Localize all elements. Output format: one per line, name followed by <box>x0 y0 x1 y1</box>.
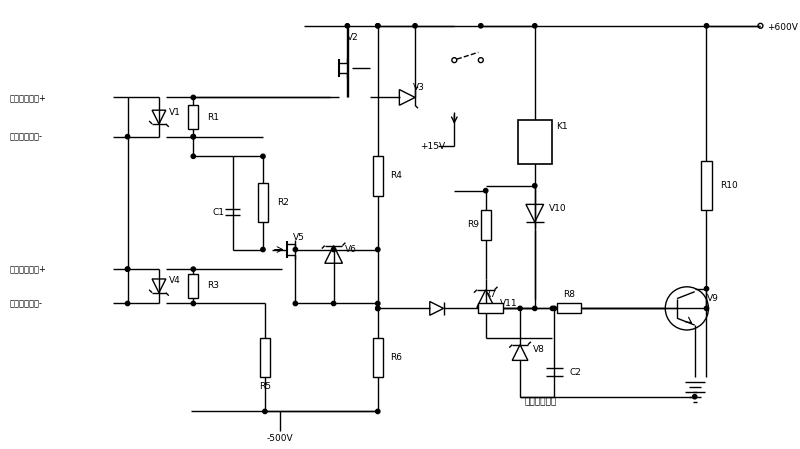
Bar <box>373 338 382 377</box>
Circle shape <box>126 135 130 139</box>
Circle shape <box>191 267 195 271</box>
Text: V3: V3 <box>413 83 425 92</box>
Circle shape <box>376 306 380 311</box>
Text: V6: V6 <box>346 245 358 254</box>
Text: V11: V11 <box>499 299 517 308</box>
Circle shape <box>376 301 380 306</box>
Text: +15V: +15V <box>420 142 445 151</box>
Circle shape <box>262 409 267 414</box>
Circle shape <box>191 135 195 139</box>
Circle shape <box>191 135 195 139</box>
Circle shape <box>376 409 380 414</box>
Text: +600V: +600V <box>767 23 798 32</box>
Circle shape <box>693 395 697 399</box>
Text: R4: R4 <box>390 172 402 180</box>
Circle shape <box>550 306 554 311</box>
Bar <box>260 338 270 377</box>
Text: R3: R3 <box>207 282 219 291</box>
Text: 栅漏脉冲输出: 栅漏脉冲输出 <box>525 397 558 406</box>
Bar <box>188 105 198 129</box>
Circle shape <box>293 247 298 252</box>
Circle shape <box>126 301 130 306</box>
Bar <box>701 161 712 210</box>
Text: 截尾驱动脉冲-: 截尾驱动脉冲- <box>10 299 43 308</box>
Text: 起始驱动脉冲-: 起始驱动脉冲- <box>10 132 43 141</box>
Circle shape <box>261 247 265 252</box>
Text: R8: R8 <box>563 290 575 299</box>
Circle shape <box>376 24 380 28</box>
Circle shape <box>293 301 298 306</box>
Text: R10: R10 <box>720 181 738 190</box>
Circle shape <box>376 24 380 28</box>
Text: V9: V9 <box>707 294 719 303</box>
Circle shape <box>518 306 522 311</box>
Circle shape <box>413 24 418 28</box>
Circle shape <box>191 301 195 306</box>
Bar <box>557 304 582 313</box>
Text: R2: R2 <box>277 198 289 207</box>
Text: V2: V2 <box>347 33 359 42</box>
Circle shape <box>552 306 557 311</box>
Text: V4: V4 <box>169 277 181 286</box>
Circle shape <box>376 247 380 252</box>
Bar <box>258 183 268 222</box>
Text: R1: R1 <box>207 113 219 122</box>
Circle shape <box>331 301 336 306</box>
Circle shape <box>533 24 537 28</box>
Text: -500V: -500V <box>266 434 293 444</box>
Text: R7: R7 <box>485 290 497 299</box>
Text: V10: V10 <box>549 204 566 213</box>
Bar <box>518 119 552 164</box>
Circle shape <box>331 247 336 252</box>
Bar <box>478 304 503 313</box>
Text: K1: K1 <box>557 123 568 132</box>
Circle shape <box>376 306 380 311</box>
Text: V5: V5 <box>294 233 306 242</box>
Bar <box>373 156 382 196</box>
Text: V1: V1 <box>169 108 181 117</box>
Text: C1: C1 <box>213 208 225 217</box>
Circle shape <box>533 184 537 188</box>
Bar <box>188 273 198 298</box>
Circle shape <box>533 306 537 311</box>
Text: C2: C2 <box>569 368 581 377</box>
Bar <box>481 210 490 240</box>
Circle shape <box>704 286 709 291</box>
Text: R5: R5 <box>259 383 271 392</box>
Circle shape <box>704 306 709 311</box>
Circle shape <box>478 24 483 28</box>
Circle shape <box>191 95 195 100</box>
Circle shape <box>126 267 130 271</box>
Circle shape <box>261 154 265 158</box>
Text: R6: R6 <box>390 353 402 362</box>
Circle shape <box>191 154 195 158</box>
Circle shape <box>126 267 130 271</box>
Circle shape <box>345 24 350 28</box>
Text: 起始驱动脉冲+: 起始驱动脉冲+ <box>10 93 46 102</box>
Circle shape <box>483 189 488 193</box>
Text: 截尾驱动脉冲+: 截尾驱动脉冲+ <box>10 264 46 273</box>
Text: V8: V8 <box>533 345 545 354</box>
Circle shape <box>704 24 709 28</box>
Text: R9: R9 <box>467 220 479 229</box>
